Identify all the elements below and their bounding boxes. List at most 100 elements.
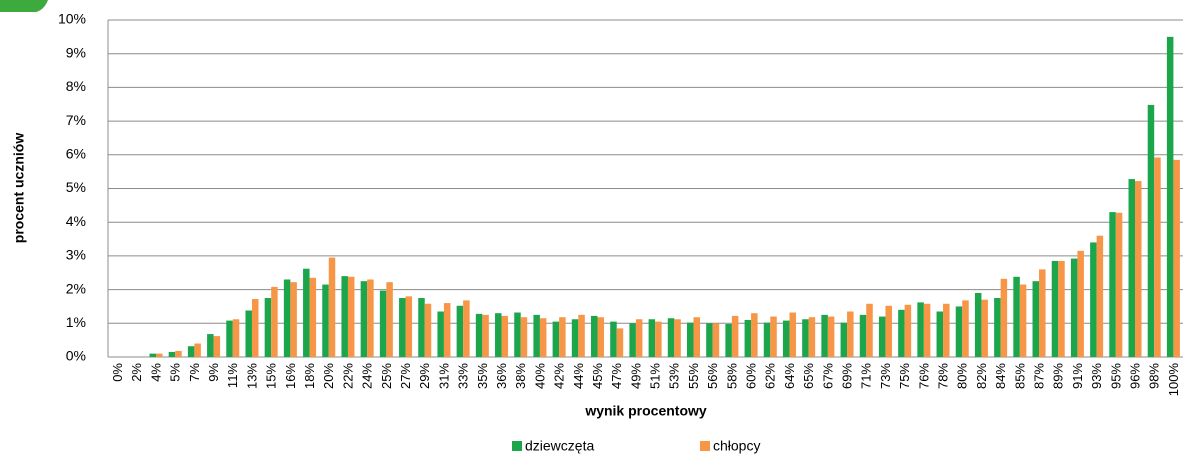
bar — [501, 315, 509, 357]
x-tick-label: 76% — [916, 363, 931, 389]
bar — [751, 313, 758, 357]
y-tick-label: 3% — [66, 247, 86, 263]
x-tick-label: 38% — [513, 363, 528, 389]
bar — [443, 303, 451, 357]
bar — [866, 303, 873, 357]
x-tick-label: 89% — [1051, 363, 1066, 389]
legend-label: dziewczęta — [525, 438, 594, 454]
x-tick-label: 27% — [398, 363, 413, 389]
bar — [878, 316, 886, 357]
x-tick-label: 69% — [840, 363, 855, 389]
y-tick-label: 7% — [66, 112, 86, 128]
x-axis-title: wynik procentowy — [584, 403, 707, 419]
x-tick-label: 80% — [955, 363, 970, 389]
y-tick-label: 4% — [66, 213, 86, 229]
bar — [1077, 250, 1084, 357]
x-tick-label: 33% — [456, 363, 471, 389]
y-tick-label: 8% — [66, 78, 86, 94]
bar — [629, 323, 636, 357]
x-tick-label: 56% — [705, 363, 720, 389]
y-axis-title: procent uczniów — [11, 133, 27, 244]
bar — [552, 321, 560, 357]
bar — [923, 303, 931, 357]
x-tick-label: 49% — [628, 363, 643, 389]
legend-swatch — [512, 441, 522, 451]
bar — [303, 268, 310, 357]
bar — [463, 300, 470, 357]
bar — [207, 334, 214, 357]
x-tick-label: 31% — [436, 363, 451, 389]
x-tick-label: 65% — [801, 363, 816, 389]
bar — [770, 316, 777, 357]
bar — [597, 317, 605, 357]
bar — [213, 336, 221, 357]
bar — [674, 319, 681, 357]
bar — [859, 314, 867, 357]
x-tick-label: 78% — [935, 363, 950, 389]
x-tick-label: 51% — [648, 363, 663, 389]
x-tick-label: 5% — [168, 363, 183, 382]
bar — [847, 311, 854, 357]
x-tick-label: 2% — [129, 363, 144, 382]
bar — [655, 321, 662, 357]
bar — [974, 292, 982, 357]
bar — [226, 320, 233, 357]
x-tick-label: 0% — [110, 363, 125, 382]
bar — [955, 306, 963, 357]
bar — [1032, 281, 1040, 357]
bar — [245, 310, 252, 357]
bar — [1051, 260, 1059, 357]
bar — [962, 300, 969, 357]
bar — [149, 353, 156, 357]
bar — [840, 322, 848, 357]
x-tick-label: 20% — [321, 363, 336, 389]
corner-tab — [0, 0, 48, 12]
x-tick-label: 67% — [820, 363, 835, 389]
bar — [943, 303, 950, 357]
bar — [175, 350, 182, 357]
bar — [827, 316, 835, 357]
bar — [456, 305, 464, 357]
x-tick-label: 24% — [360, 363, 375, 389]
x-tick-label: 15% — [264, 363, 279, 389]
x-tick-label: 47% — [609, 363, 624, 389]
legend-swatch — [700, 441, 710, 451]
x-tick-label: 44% — [571, 363, 586, 389]
y-tick-label: 2% — [66, 280, 86, 296]
x-tick-label: 11% — [225, 363, 240, 388]
x-tick-label: 60% — [744, 363, 759, 389]
y-tick-label: 0% — [66, 348, 86, 364]
x-tick-label: 71% — [859, 363, 874, 389]
bar — [686, 322, 694, 357]
bar — [475, 313, 483, 357]
bar — [1154, 157, 1161, 357]
bar — [648, 319, 656, 357]
bar — [1135, 181, 1142, 357]
bar — [1115, 212, 1123, 357]
bar — [399, 298, 406, 357]
bar — [821, 314, 828, 357]
bar — [731, 315, 739, 357]
x-tick-label: 40% — [532, 363, 547, 389]
bar — [981, 299, 988, 357]
bar — [578, 314, 585, 357]
y-tick-label: 1% — [66, 314, 86, 330]
bar — [693, 317, 700, 357]
x-tick-label: 82% — [974, 363, 989, 389]
bar — [495, 313, 502, 357]
bar — [725, 323, 732, 357]
bar — [347, 276, 355, 357]
bar — [520, 317, 528, 357]
bar — [290, 282, 297, 357]
bar — [271, 286, 278, 357]
bar — [917, 302, 924, 357]
bar — [283, 279, 291, 357]
bar — [533, 314, 540, 357]
x-tick-label: 100% — [1166, 363, 1181, 397]
y-tick-label: 6% — [66, 146, 86, 162]
x-tick-label: 75% — [897, 363, 912, 389]
bar — [424, 303, 432, 357]
x-tick-label: 25% — [379, 363, 394, 389]
bar — [405, 296, 413, 357]
bar — [168, 351, 176, 357]
